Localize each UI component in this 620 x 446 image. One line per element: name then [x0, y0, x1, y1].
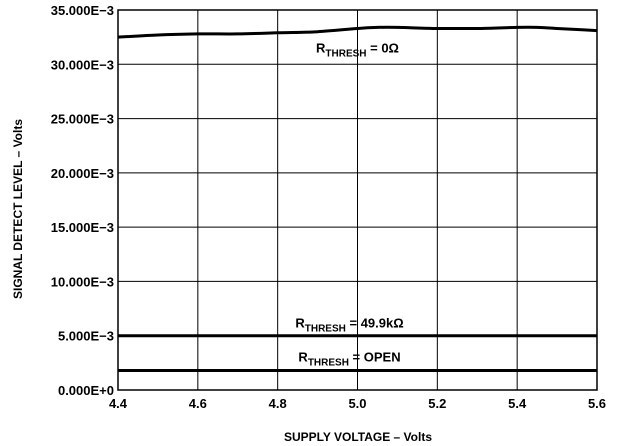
series-annotations: RTHRESH = 0Ω RTHRESH = 49.9kΩ RTHRESH = OP… — [295, 40, 403, 368]
annotation-rthresh-49-9k: RTHRESH = 49.9kΩ — [295, 316, 403, 335]
x-tick-labels: 4.4 4.6 4.8 5.0 5.2 5.4 5.6 — [109, 396, 606, 411]
y-tick-label: 35.000E−3 — [51, 3, 114, 18]
y-axis-title: SIGNAL DETECT LEVEL – Volts — [11, 119, 25, 299]
grid — [117, 9, 598, 391]
x-tick-label: 5.4 — [508, 396, 527, 411]
annotation-rthresh-open: RTHRESH = OPEN — [298, 349, 400, 368]
y-tick-label: 5.000E−3 — [58, 329, 114, 344]
y-tick-labels: 0.000E+0 5.000E−3 10.000E−3 15.000E−3 20.000… — [51, 3, 114, 398]
series-rthresh-0-line — [117, 25, 598, 39]
x-tick-label: 5.2 — [428, 396, 446, 411]
y-tick-label: 25.000E−3 — [51, 112, 114, 127]
x-tick-label: 5.6 — [588, 396, 606, 411]
x-tick-label: 4.4 — [109, 396, 128, 411]
x-tick-label: 5.0 — [348, 396, 366, 411]
y-tick-label: 10.000E−3 — [51, 274, 114, 289]
y-tick-label: 20.000E−3 — [51, 166, 114, 181]
series-lines — [117, 25, 598, 372]
y-tick-label: 30.000E−3 — [51, 57, 114, 72]
x-tick-label: 4.8 — [269, 396, 287, 411]
x-tick-label: 4.6 — [189, 396, 207, 411]
plot-frame — [117, 9, 598, 391]
x-axis-title: SUPPLY VOLTAGE – Volts — [284, 430, 432, 444]
y-tick-label: 15.000E−3 — [51, 220, 114, 235]
annotation-rthresh-0: RTHRESH = 0Ω — [316, 40, 399, 59]
y-tick-label: 0.000E+0 — [58, 383, 114, 398]
